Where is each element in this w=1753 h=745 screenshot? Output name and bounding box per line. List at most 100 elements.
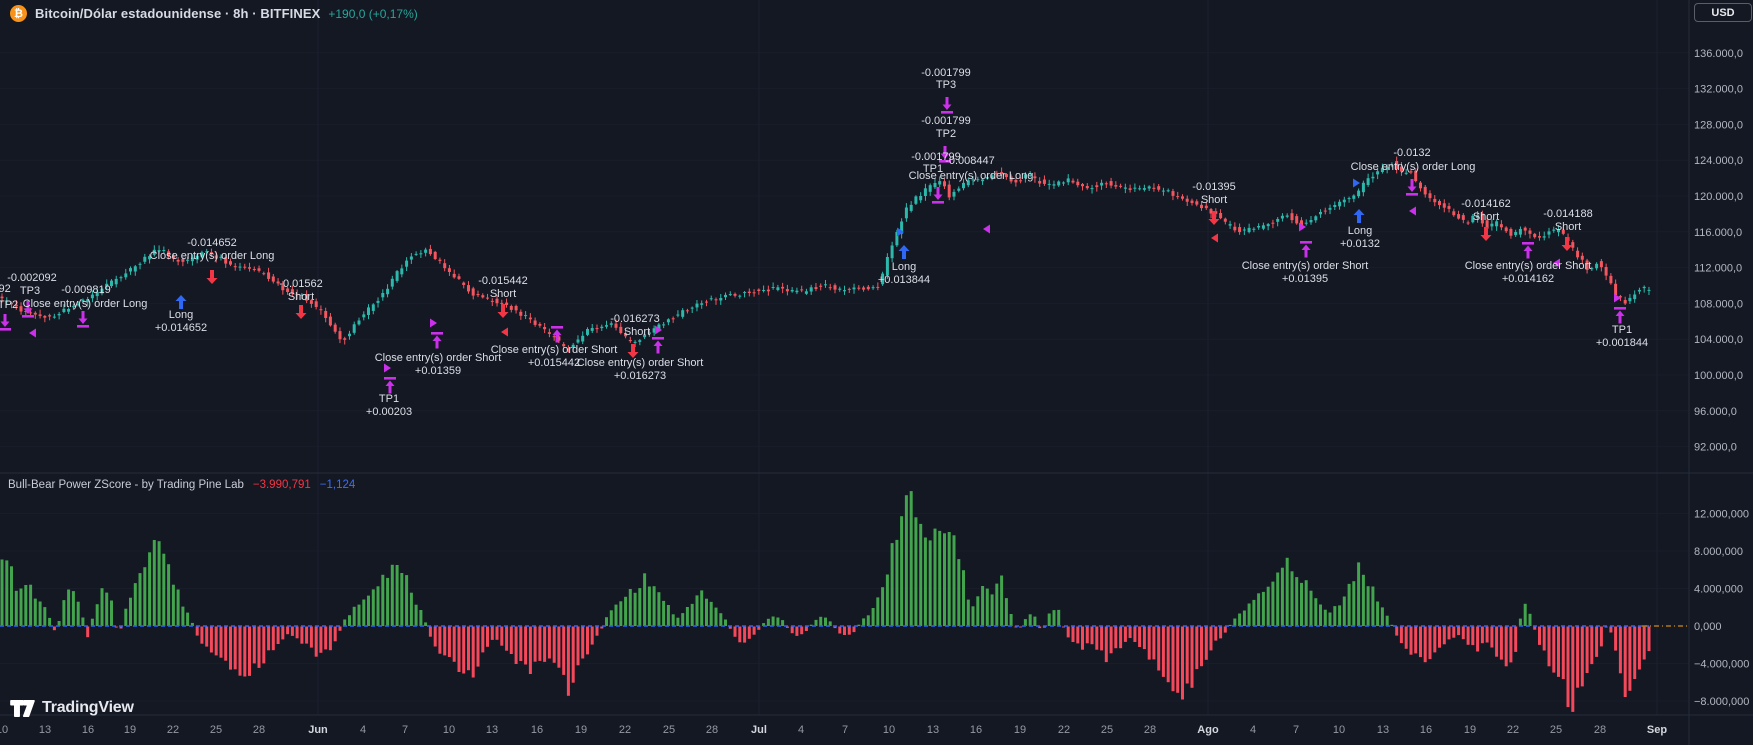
histogram-bar xyxy=(1247,603,1251,626)
take-profit-marker-icon xyxy=(1618,315,1622,324)
trade-annotation-label: -0.002092 xyxy=(0,283,11,295)
candle-body xyxy=(1623,300,1627,304)
candle-body xyxy=(1480,213,1484,224)
symbol-title[interactable]: Bitcoin/Dólar estadounidense · 8h · BITF… xyxy=(35,6,321,21)
trade-annotation-label: -0.01562 xyxy=(279,278,322,290)
price-tick-label: 124.000,0 xyxy=(1694,155,1743,167)
candle-body xyxy=(1081,184,1084,187)
histogram-bar xyxy=(1490,626,1494,648)
candle-body xyxy=(1361,182,1365,193)
time-tick-label: 22 xyxy=(1507,724,1519,736)
trade-annotation-label: TP2 xyxy=(0,299,18,311)
histogram-bar xyxy=(1338,605,1342,626)
candle-body xyxy=(1076,181,1080,186)
currency-unit-button[interactable]: USD xyxy=(1694,3,1752,22)
candle-body xyxy=(1552,229,1556,231)
indicator-legend[interactable]: Bull-Bear Power ZScore - by Trading Pine… xyxy=(8,479,355,491)
histogram-bar xyxy=(866,615,870,626)
take-profit-marker-icon xyxy=(1410,179,1414,188)
take-profit-marker-icon xyxy=(653,340,663,346)
candle-body xyxy=(1038,181,1042,184)
histogram-bar xyxy=(676,617,680,626)
candle-body xyxy=(205,251,209,253)
close-order-triangle-icon xyxy=(430,318,437,328)
histogram-bar xyxy=(367,595,370,626)
short-entry-arrow-icon xyxy=(295,305,307,319)
candle-body xyxy=(519,311,523,316)
histogram-bar xyxy=(1090,626,1094,645)
histogram-bar xyxy=(362,599,366,626)
candle-body xyxy=(1466,222,1470,224)
histogram-bar xyxy=(509,626,513,654)
histogram-bar xyxy=(1395,626,1399,636)
candle-body xyxy=(452,273,456,278)
histogram-bar xyxy=(352,606,356,626)
histogram-bar xyxy=(1214,626,1218,641)
candle-body xyxy=(381,293,385,298)
trade-annotation-label: -0.014188 xyxy=(1543,208,1593,220)
time-tick-label: Sep xyxy=(1647,724,1667,736)
histogram-bar xyxy=(947,532,951,626)
take-profit-marker-icon xyxy=(1304,249,1308,258)
histogram-bar xyxy=(1409,626,1413,655)
candle-body xyxy=(114,278,118,285)
candle-body xyxy=(186,259,190,261)
candle-body xyxy=(267,272,271,279)
histogram-bar xyxy=(705,598,708,626)
candle-body xyxy=(428,248,432,255)
take-profit-marker-icon xyxy=(22,315,34,318)
histogram-bar xyxy=(1414,626,1418,654)
trade-annotation-label: -0.008447 xyxy=(945,155,995,167)
tradingview-logo[interactable]: TradingView xyxy=(10,699,134,717)
candle-body xyxy=(838,288,842,290)
candle-body xyxy=(162,250,166,251)
histogram-bar xyxy=(205,626,209,647)
histogram-bar xyxy=(19,588,23,626)
candle-body xyxy=(1295,216,1299,224)
zscore-axis[interactable]: 12.000,000 8.000,000 4.000,000 0,000 −4.000,… xyxy=(1694,509,1749,709)
histogram-bar xyxy=(1033,616,1037,626)
candle-body xyxy=(1190,200,1194,203)
candle-body xyxy=(1119,185,1123,187)
histogram-bar xyxy=(1157,626,1161,671)
candle-body xyxy=(1219,213,1223,219)
candle-body xyxy=(895,232,899,246)
histogram-bar xyxy=(1633,626,1637,679)
candle-body xyxy=(1342,199,1346,203)
candle-body xyxy=(1547,231,1551,235)
candle-body xyxy=(614,323,618,328)
histogram-bar xyxy=(1580,626,1584,687)
time-tick-label: 28 xyxy=(1144,724,1156,736)
candle-body xyxy=(43,316,47,318)
candle-body xyxy=(728,294,732,296)
histogram-bar xyxy=(1442,626,1446,645)
histogram-bar xyxy=(1042,626,1046,628)
histogram-bar xyxy=(1052,610,1056,626)
histogram-bar xyxy=(724,619,727,626)
histogram-bar xyxy=(671,614,675,626)
take-profit-marker-icon xyxy=(945,97,949,106)
histogram-bar xyxy=(1257,593,1261,626)
price-tick-label: 120.000,0 xyxy=(1694,191,1743,203)
candle-body xyxy=(1052,184,1056,186)
histogram-bar xyxy=(328,626,332,651)
histogram-bar xyxy=(576,626,580,666)
candle-body xyxy=(1090,188,1094,190)
histogram-bar xyxy=(1285,557,1289,626)
short-entry-arrow-icon xyxy=(627,344,639,358)
take-profit-marker-icon xyxy=(939,160,951,163)
histogram-bar xyxy=(1361,574,1365,626)
histogram-bar xyxy=(762,623,766,626)
candle-body xyxy=(914,196,918,204)
take-profit-marker-icon xyxy=(1523,245,1533,251)
candle-body xyxy=(148,256,152,260)
candle-body xyxy=(890,245,894,259)
histogram-bar xyxy=(852,626,856,633)
trade-annotation-label: -0.015442 xyxy=(478,275,528,287)
price-axis[interactable]: 136.000,0 132.000,0 128.000,0 124.000,0 120.… xyxy=(1694,48,1743,454)
time-axis[interactable]: 10 13 16 19 22 25 28 Jun 4 7 10 13 16 19 22 25 28 Jul 4 7 10… xyxy=(0,724,1667,736)
candle-body xyxy=(1185,198,1189,202)
price-tick-label: 100.000,0 xyxy=(1694,370,1743,382)
